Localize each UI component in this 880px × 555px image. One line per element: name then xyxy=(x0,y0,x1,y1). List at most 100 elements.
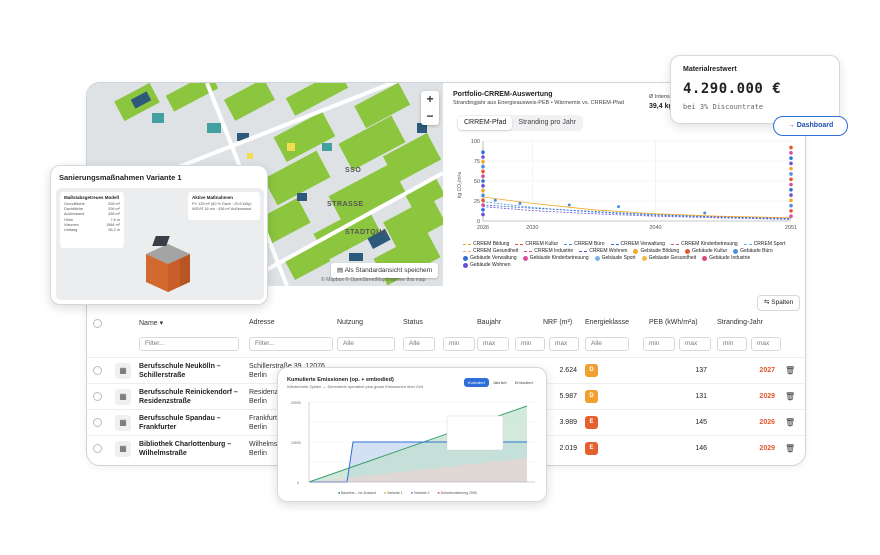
row-select-radio[interactable] xyxy=(93,392,102,401)
tab-stranding-pro-jahr[interactable]: Stranding pro Jahr xyxy=(518,119,576,126)
legend-item[interactable]: Gebäude Kinderbetreuung xyxy=(522,255,589,261)
header-adresse[interactable]: Adresse xyxy=(249,319,275,326)
header-name[interactable]: Name ▾ xyxy=(139,319,163,327)
building-point xyxy=(789,203,793,208)
row-select-radio[interactable] xyxy=(93,366,102,375)
baujahr-min-input[interactable]: min xyxy=(443,337,475,351)
header-name-label: Name xyxy=(139,320,158,327)
row-name[interactable]: Berufsschule Reinickendorf – Residenzstr… xyxy=(139,389,238,405)
zoom-out-button[interactable]: − xyxy=(426,109,434,123)
energy-class-badge: E xyxy=(585,442,598,455)
zoom-in-button[interactable]: + xyxy=(426,92,434,106)
legend-swatch: ■ xyxy=(437,491,441,495)
tab-crrem-pfad[interactable]: CRREM-Pfad xyxy=(458,116,513,130)
emissions-legend-item[interactable]: ■ Variante 2 xyxy=(411,491,430,495)
row-nrf: 5.987 xyxy=(559,393,577,400)
nrf-max-input[interactable]: max xyxy=(549,337,579,351)
crrem-title: Portfolio-CRREM-Auswertung xyxy=(453,91,553,98)
row-name[interactable]: Berufsschule Neukölln – Schillerstraße xyxy=(139,363,221,379)
legend-item[interactable]: CRREM Büro xyxy=(564,241,605,247)
map-attribution[interactable]: © Mapbox © OpenStreetMap Improve this ma… xyxy=(321,277,426,283)
header-energieklasse[interactable]: Energieklasse xyxy=(585,319,629,326)
legend-item[interactable]: Gebäude Sport xyxy=(594,255,636,261)
legend-item[interactable]: Gebäude Bildung xyxy=(633,248,679,254)
legend-item[interactable]: CRREM Verwaltung xyxy=(610,241,665,247)
mode-embodied[interactable]: Embodied xyxy=(514,380,533,385)
series-line xyxy=(482,204,792,219)
legend-item[interactable]: Gebäude Gesundheit xyxy=(641,255,696,261)
legend-item[interactable]: Gebäude Kultur xyxy=(685,248,727,254)
nutzung-filter-select[interactable]: Alle xyxy=(337,337,395,351)
legend-dot-marker xyxy=(633,248,639,254)
legend-item[interactable]: CRREM Kinderbetreuung xyxy=(670,241,738,247)
delete-icon[interactable]: 🗑 xyxy=(785,444,796,453)
crrem-subtitle: Strandingjahr aus Energieausweis-PEB • W… xyxy=(453,100,624,106)
building-icon: ▦ xyxy=(115,363,131,379)
select-all-radio[interactable] xyxy=(93,319,102,328)
building-point xyxy=(481,164,485,169)
header-nutzung[interactable]: Nutzung xyxy=(337,319,364,326)
energieklasse-filter-select[interactable]: Alle xyxy=(585,337,629,351)
delete-icon[interactable]: 🗑 xyxy=(785,392,796,401)
header-status[interactable]: Status xyxy=(403,319,423,326)
y-tick-label: 50 xyxy=(474,179,480,185)
row-select-radio[interactable] xyxy=(93,444,102,453)
x-tick-label: 2051 xyxy=(785,225,797,231)
legend-label: Gebäude Bildung xyxy=(640,248,680,254)
adresse-filter-input[interactable]: Filter... xyxy=(249,337,333,351)
header-peb[interactable]: PEB (kWh/m²a) xyxy=(649,319,698,326)
legend-line-marker xyxy=(610,243,619,245)
emissions-legend-item[interactable]: ■ Dekarbonisierung 2050 xyxy=(438,491,477,495)
row-name[interactable]: Bibliothek Charlottenburg – Wilhelmstraß… xyxy=(139,441,232,457)
save-default-view-button[interactable]: ▤ Als Standardansicht speichern xyxy=(331,263,439,278)
status-filter-select[interactable]: Alle xyxy=(403,337,435,351)
sanierung-3d-view[interactable]: Maßstabsgetreues Modell Grundfläche 206 m… xyxy=(56,188,264,300)
row-address: Schillerstraße 39, 12076 Berlin xyxy=(249,363,325,379)
map-street-label: STRASSE xyxy=(327,201,364,208)
legend-item[interactable]: Gebäude Industrie xyxy=(702,255,750,261)
legend-item[interactable]: CRREM Kultur xyxy=(515,241,558,247)
mode-kumuliert[interactable]: Kumuliert xyxy=(464,378,489,387)
name-filter-input[interactable]: Filter... xyxy=(139,337,239,351)
row-select-radio[interactable] xyxy=(93,418,102,427)
legend-dot-marker xyxy=(463,255,468,261)
legend-item[interactable]: Gebäude Wohnen xyxy=(463,262,511,268)
crrem-legend: CRREM Bildung CRREM Kultur CRREM Büro CRREM… xyxy=(463,241,793,268)
legend-line-marker xyxy=(743,243,752,245)
legend-item[interactable]: CRREM Gesundheit xyxy=(463,248,518,254)
legend-item[interactable]: CRREM Sport xyxy=(743,241,785,247)
legend-item[interactable]: CRREM Bildung xyxy=(463,241,509,247)
mode-jaehrlich[interactable]: Jährlich xyxy=(492,380,507,385)
dashboard-button[interactable]: → Dashboard xyxy=(773,116,848,136)
header-stranding[interactable]: Stranding-Jahr xyxy=(717,319,763,326)
model-stat-row: Volumen 1586 m³ xyxy=(64,223,120,228)
table-row[interactable]: ▦ Berufsschule Neukölln – Schillerstraße… xyxy=(87,357,805,383)
legend-item[interactable]: Gebäude Büro xyxy=(733,248,773,254)
building-point xyxy=(789,209,793,213)
legend-label: Gebäude Industrie xyxy=(709,255,751,261)
legend-item[interactable]: CRREM Industrie xyxy=(524,248,573,254)
legend-line-marker xyxy=(463,250,471,252)
nrf-min-input[interactable]: min xyxy=(515,337,545,351)
peb-max-input[interactable]: max xyxy=(679,337,711,351)
row-stranding-year: 2029 xyxy=(759,445,775,452)
baujahr-max-input[interactable]: max xyxy=(477,337,509,351)
stranding-max-input[interactable]: max xyxy=(751,337,781,351)
legend-item[interactable]: Gebäude Verwaltung xyxy=(463,255,517,261)
stranding-min-input[interactable]: min xyxy=(717,337,747,351)
peb-min-input[interactable]: min xyxy=(643,337,675,351)
header-baujahr[interactable]: Baujahr xyxy=(477,319,502,326)
legend-item[interactable]: CRREM Wohnen xyxy=(579,248,627,254)
row-name[interactable]: Berufsschule Spandau – Frankfurter xyxy=(139,415,221,431)
building-point xyxy=(481,212,485,217)
delete-icon[interactable]: 🗑 xyxy=(785,366,796,375)
emissions-legend-item[interactable]: ■ Variante 1 xyxy=(384,491,403,495)
delete-icon[interactable]: 🗑 xyxy=(785,418,796,427)
columns-button[interactable]: ⇆ Spalten xyxy=(757,295,801,311)
header-nrf[interactable]: NRF (m²) xyxy=(543,319,573,326)
emissions-title: Kumulierte Emissionen (op. + embodied) xyxy=(287,377,394,383)
stat-value: 7,6 m xyxy=(110,217,121,222)
emissions-legend-item[interactable]: ■ Baseline – Ist-Zustand xyxy=(338,491,376,495)
building-point xyxy=(481,203,485,207)
meta-label: Ø Intensi xyxy=(649,94,672,100)
